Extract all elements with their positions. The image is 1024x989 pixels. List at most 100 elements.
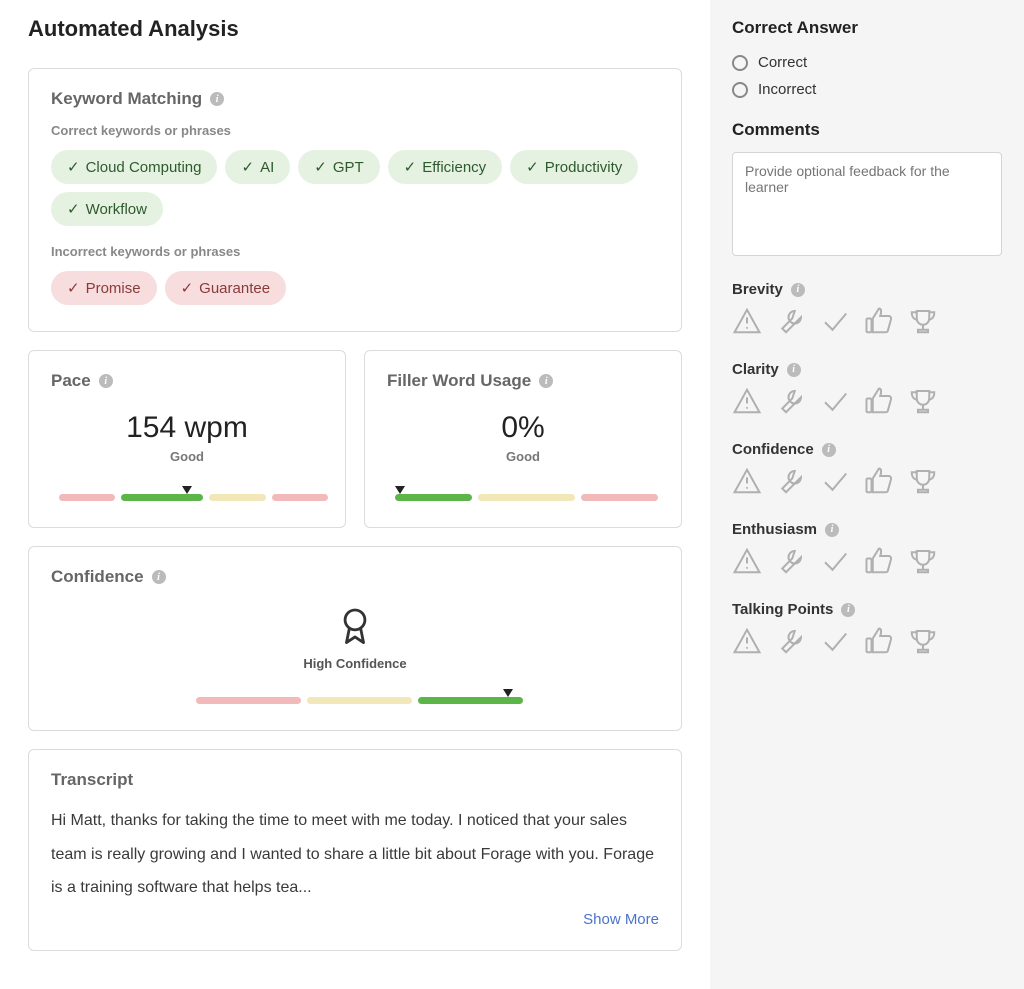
side-panel: Correct Answer CorrectIncorrect Comments… [710,0,1024,989]
keyword-chip: ✓GPT [298,150,379,184]
answer-options: Correct Incorrect [732,54,1002,98]
correct-keywords-label: Correct keywords or phrases [51,123,659,138]
check-icon[interactable] [820,626,850,661]
keyword-matching-title: Keyword Matching i [51,89,659,109]
confidence-title: Confidence i [51,567,659,587]
pace-label: Good [51,449,323,464]
check-icon[interactable] [820,386,850,421]
info-icon[interactable]: i [822,443,836,457]
show-more-link[interactable]: Show More [51,911,659,928]
info-icon[interactable]: i [152,570,166,584]
keyword-chip: ✓Cloud Computing [51,150,217,184]
warning-triangle-icon[interactable] [732,306,762,341]
transcript-body: Hi Matt, thanks for taking the time to m… [51,804,659,905]
transcript-title-text: Transcript [51,770,133,790]
bar-segment [395,494,472,501]
answer-option[interactable]: Correct [732,54,1002,71]
info-icon[interactable]: i [787,363,801,377]
keyword-chip: ✓Promise [51,271,157,305]
trophy-icon[interactable] [908,466,938,501]
main-column: Automated Analysis Keyword Matching i Co… [0,0,710,989]
incorrect-keywords-label: Incorrect keywords or phrases [51,244,659,259]
bar-segment [196,697,301,704]
info-icon[interactable]: i [841,603,855,617]
check-icon[interactable] [820,466,850,501]
rating-icons-row [732,546,1002,581]
pace-card: Pace i 154 wpm Good [28,350,346,528]
info-icon[interactable]: i [210,92,224,106]
rating-block: Enthusiasmi [732,521,1002,581]
bar-segment [272,494,328,501]
thumbs-up-icon[interactable] [864,386,894,421]
pace-metric: 154 wpm Good [51,405,323,468]
warning-triangle-icon[interactable] [732,626,762,661]
rating-block: Brevityi [732,281,1002,341]
check-icon[interactable] [820,546,850,581]
radio-icon [732,82,748,98]
answer-option[interactable]: Incorrect [732,81,1002,98]
correct-keywords-chips: ✓Cloud Computing✓AI✓GPT✓Efficiency✓Produ… [51,150,659,226]
transcript-title: Transcript [51,770,659,790]
incorrect-keywords-chips: ✓Promise✓Guarantee [51,271,659,305]
rating-blocks: BrevityiClarityiConfidenceiEnthusiasmiTa… [732,281,1002,661]
rating-icons-row [732,386,1002,421]
confidence-card: Confidence i High Confidence [28,546,682,731]
pace-title: Pace i [51,371,323,391]
rating-block: Talking Pointsi [732,601,1002,661]
thumbs-up-icon[interactable] [864,546,894,581]
bar-segment [478,494,575,501]
ribbon-icon [338,634,372,651]
wrench-icon[interactable] [776,306,806,341]
keyword-chip: ✓Guarantee [165,271,286,305]
trophy-icon[interactable] [908,626,938,661]
keyword-matching-card: Keyword Matching i Correct keywords or p… [28,68,682,332]
bar-segment [307,697,412,704]
info-icon[interactable]: i [539,374,553,388]
filler-bar [395,494,651,501]
trophy-icon[interactable] [908,546,938,581]
bar-marker [395,486,405,494]
comments-input[interactable] [732,152,1002,256]
thumbs-up-icon[interactable] [864,466,894,501]
trophy-icon[interactable] [908,386,938,421]
filler-metric: 0% Good [387,405,659,468]
rating-icons-row [732,626,1002,661]
bar-segment [209,494,265,501]
rating-icons-row [732,306,1002,341]
bar-marker [503,689,513,697]
check-icon[interactable] [820,306,850,341]
trophy-icon[interactable] [908,306,938,341]
keyword-matching-title-text: Keyword Matching [51,89,202,109]
keyword-chip: ✓Productivity [510,150,638,184]
radio-icon [732,55,748,71]
confidence-label: High Confidence [51,656,659,671]
filler-card: Filler Word Usage i 0% Good [364,350,682,528]
app-root: Automated Analysis Keyword Matching i Co… [0,0,1024,989]
info-icon[interactable]: i [791,283,805,297]
wrench-icon[interactable] [776,626,806,661]
filler-title-text: Filler Word Usage [387,371,531,391]
thumbs-up-icon[interactable] [864,306,894,341]
wrench-icon[interactable] [776,546,806,581]
keyword-chip: ✓AI [225,150,290,184]
filler-value: 0% [387,411,659,445]
info-icon[interactable]: i [99,374,113,388]
wrench-icon[interactable] [776,386,806,421]
filler-title: Filler Word Usage i [387,371,659,391]
rating-block: Clarityi [732,361,1002,421]
pace-value: 154 wpm [51,411,323,445]
bar-segment [59,494,115,501]
warning-triangle-icon[interactable] [732,386,762,421]
info-icon[interactable]: i [825,523,839,537]
bar-marker [182,486,192,494]
warning-triangle-icon[interactable] [732,466,762,501]
rating-icons-row [732,466,1002,501]
confidence-title-text: Confidence [51,567,144,587]
thumbs-up-icon[interactable] [864,626,894,661]
answer-option-label: Correct [758,54,807,71]
rating-title: Brevityi [732,281,1002,298]
warning-triangle-icon[interactable] [732,546,762,581]
rating-title: Enthusiasmi [732,521,1002,538]
pace-bar [59,494,315,501]
wrench-icon[interactable] [776,466,806,501]
